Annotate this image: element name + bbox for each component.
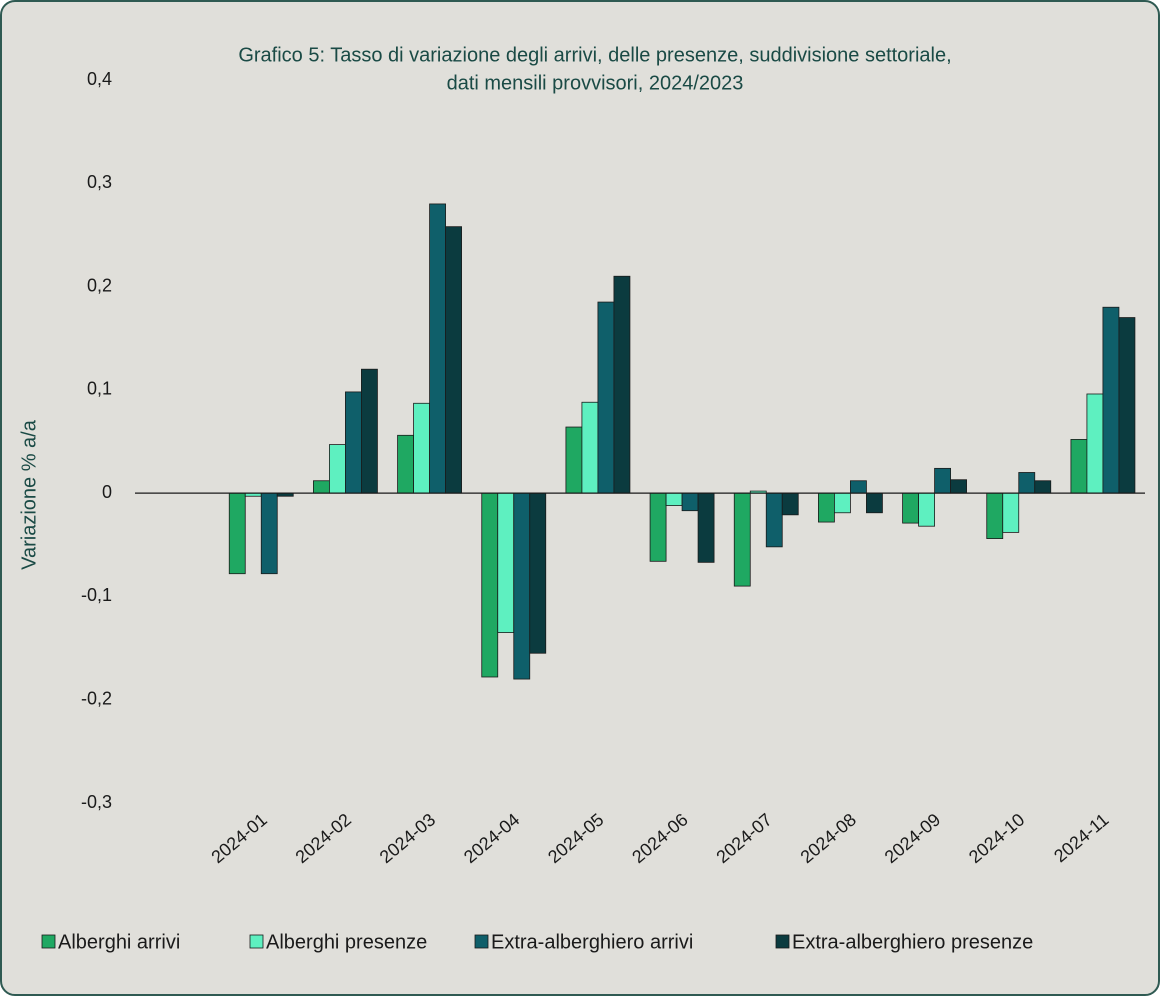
bar bbox=[345, 391, 362, 494]
bar bbox=[850, 480, 867, 494]
bar bbox=[260, 492, 278, 575]
bar bbox=[429, 203, 446, 494]
bar bbox=[329, 444, 346, 494]
bar bbox=[581, 401, 599, 494]
y-tick-label: -0,1 bbox=[81, 585, 112, 605]
bar bbox=[918, 492, 935, 527]
bar bbox=[697, 492, 715, 563]
y-tick-label: -0,2 bbox=[81, 688, 112, 708]
y-tick-label: 0,1 bbox=[87, 379, 112, 399]
bar bbox=[1034, 480, 1052, 494]
bar bbox=[613, 275, 631, 494]
bar bbox=[950, 479, 967, 494]
bar bbox=[228, 492, 246, 575]
bar bbox=[497, 492, 515, 633]
y-axis-title: Variazione % a/a bbox=[18, 419, 40, 570]
bar bbox=[765, 492, 783, 548]
bar bbox=[413, 402, 430, 494]
bar bbox=[529, 492, 547, 654]
bar bbox=[361, 368, 378, 494]
bar bbox=[733, 492, 751, 587]
y-tick-label: 0,3 bbox=[87, 172, 112, 192]
bar bbox=[986, 492, 1004, 539]
legend-swatch bbox=[249, 934, 264, 949]
bar bbox=[513, 492, 531, 680]
legend-text: Extra-alberghiero presenze bbox=[792, 931, 1033, 953]
bar bbox=[597, 301, 615, 494]
bar bbox=[1070, 439, 1088, 494]
legend-text: Alberghi presenze bbox=[266, 931, 427, 953]
bar bbox=[649, 492, 667, 562]
bar bbox=[397, 434, 414, 494]
bar bbox=[902, 492, 919, 524]
bar bbox=[781, 492, 799, 516]
bar bbox=[1102, 306, 1120, 494]
y-tick-label: -0,3 bbox=[81, 792, 112, 812]
bar bbox=[1002, 492, 1020, 533]
bar bbox=[1118, 317, 1136, 494]
y-tick-label: 0,2 bbox=[87, 275, 112, 295]
bar bbox=[1086, 393, 1104, 494]
y-tick-label: 0 bbox=[102, 482, 112, 502]
bar bbox=[934, 467, 951, 494]
legend-swatch bbox=[474, 934, 489, 949]
legend-swatch bbox=[41, 934, 56, 949]
chart-title: dati mensili provvisori, 2024/2023 bbox=[447, 72, 744, 94]
bar bbox=[565, 426, 583, 494]
bar bbox=[866, 492, 883, 514]
legend-text: Alberghi arrivi bbox=[58, 931, 180, 953]
legend-swatch bbox=[775, 934, 790, 949]
y-tick-label: 0,4 bbox=[87, 69, 112, 89]
bar bbox=[481, 492, 499, 678]
bar bbox=[665, 492, 683, 506]
legend-text: Extra-alberghiero arrivi bbox=[491, 931, 693, 953]
bar bbox=[818, 492, 835, 523]
bar bbox=[1018, 472, 1036, 494]
chart-title: Grafico 5: Tasso di variazione degli arr… bbox=[238, 44, 951, 66]
bar bbox=[681, 492, 699, 512]
bar bbox=[313, 480, 330, 494]
bar bbox=[445, 226, 462, 494]
bar bbox=[834, 492, 851, 514]
